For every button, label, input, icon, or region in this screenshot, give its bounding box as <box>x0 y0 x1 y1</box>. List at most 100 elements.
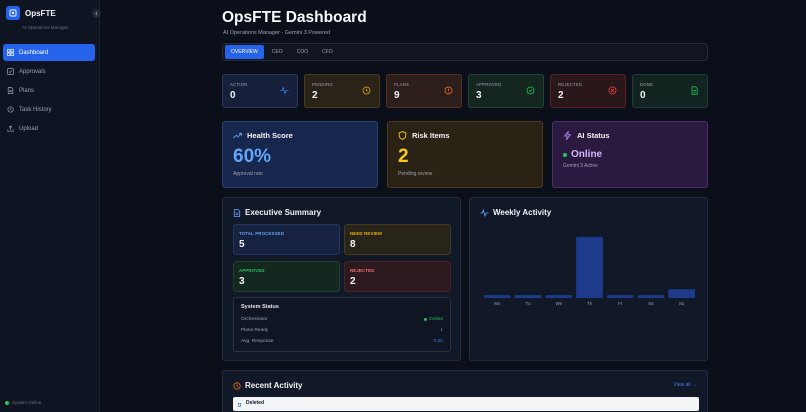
trash-icon <box>237 403 242 407</box>
health-score-caption: Approval rate <box>233 171 263 177</box>
alert-circle-icon <box>444 86 453 95</box>
sidebar-nav: Dashboard Approvals Plans Task History U… <box>3 44 95 139</box>
sidebar-item-task-history[interactable]: Task History <box>3 101 95 118</box>
stat-card-pending[interactable]: PENDING 2 <box>304 74 380 108</box>
status-dot <box>563 152 567 157</box>
health-score-title: Health Score <box>247 131 293 140</box>
stat-label: PLANS <box>394 82 410 87</box>
weekly-tick-label: Mo <box>494 301 501 306</box>
brand[interactable]: OpsFTE <box>6 6 56 20</box>
grid-icon <box>7 49 14 56</box>
ai-status-card: AI Status Online Gemini 3 Active <box>552 121 708 188</box>
row-label: Avg. Response <box>241 339 274 344</box>
sidebar-item-plans[interactable]: Plans <box>3 82 95 99</box>
recent-activity-title: Recent Activity <box>245 381 303 390</box>
row-value: Online <box>429 317 443 322</box>
status-dot <box>5 400 9 405</box>
tab-ceo[interactable]: CEO <box>271 49 283 55</box>
health-score-value: 60% <box>233 146 272 167</box>
stat-card-approved[interactable]: APPROVED 3 <box>468 74 544 108</box>
logo-icon <box>6 6 20 20</box>
weekly-tick-label: Fr <box>618 301 623 306</box>
row-label: Plans Ready <box>241 328 269 333</box>
stat-card-rejected[interactable]: REJECTED 2 <box>550 74 626 108</box>
chevron-left-icon <box>95 11 98 16</box>
app-name: OpsFTE <box>25 8 56 18</box>
collapse-sidebar-button[interactable] <box>92 9 101 18</box>
file-icon <box>691 86 698 95</box>
weekly-tick-label: Sa <box>648 301 654 306</box>
weekly-bar-fr <box>606 295 634 298</box>
upload-icon <box>7 125 14 132</box>
summary-card-approved: APPROVED 3 <box>233 261 340 292</box>
role-tabs: OVERVIEW CEO COO CFO <box>222 43 708 61</box>
ai-status-title: AI Status <box>577 131 610 140</box>
sidebar-item-label: Plans <box>19 87 35 94</box>
weekly-bar-su <box>668 289 695 298</box>
sidebar-item-label: Task History <box>19 106 52 113</box>
weekly-tick-label: Su <box>679 301 685 306</box>
tab-overview[interactable]: OVERVIEW <box>225 45 264 59</box>
history-icon <box>7 106 14 113</box>
executive-summary-title: Executive Summary <box>245 208 322 217</box>
system-status-row: Avg. Response 0.2h <box>241 336 443 347</box>
check-circle-icon <box>526 86 535 95</box>
sidebar-item-approvals[interactable]: Approvals <box>3 63 95 80</box>
summary-value: 3 <box>239 276 245 287</box>
stat-label: APPROVED <box>476 82 502 87</box>
stat-label: PENDING <box>312 82 333 87</box>
stat-value: 3 <box>476 90 482 101</box>
weekly-tick-label: Tu <box>526 301 532 306</box>
weekly-activity-chart: Mo Tu We Th Fr Sa Su <box>484 236 695 306</box>
stat-value: 2 <box>558 90 564 101</box>
risk-items-title: Risk Items <box>412 131 450 140</box>
stat-label: REJECTED <box>558 82 583 87</box>
page-subtitle: AI Operations Manager - Gemini 3 Powered <box>223 30 330 36</box>
weekly-bar-th <box>576 236 603 298</box>
health-score-card: Health Score 60% Approval rate <box>222 121 378 188</box>
row-label: Orchestrator <box>241 317 268 322</box>
stat-value: 2 <box>312 90 318 101</box>
weekly-bar-sa <box>637 295 665 298</box>
weekly-bar-tu <box>514 295 542 298</box>
stat-label: ACTION <box>230 82 248 87</box>
weekly-activity-title: Weekly Activity <box>493 208 552 217</box>
ai-status-value: Online <box>571 149 603 160</box>
tab-coo[interactable]: COO <box>296 49 309 55</box>
x-circle-icon <box>608 86 617 95</box>
stat-card-action[interactable]: ACTION 0 <box>222 74 298 108</box>
executive-summary-panel: Executive Summary TOTAL PROCESSED 5 NEED… <box>222 197 461 361</box>
risk-items-caption: Pending review <box>398 171 433 177</box>
weekly-bar-we <box>545 295 573 298</box>
view-all-link[interactable]: View all → <box>673 382 697 388</box>
summary-card-total-processed: TOTAL PROCESSED 5 <box>233 224 340 255</box>
trending-up-icon <box>233 132 242 139</box>
sidebar-item-upload[interactable]: Upload <box>3 120 95 137</box>
stat-card-done[interactable]: DONE 0 <box>632 74 708 108</box>
stat-card-plans[interactable]: PLANS 9 <box>386 74 462 108</box>
shield-icon <box>398 131 407 140</box>
check-square-icon <box>7 68 14 75</box>
stat-value: 9 <box>394 90 400 101</box>
stat-value: 0 <box>230 90 236 101</box>
status-dot <box>424 318 428 321</box>
sidebar-item-label: Dashboard <box>19 49 49 56</box>
sidebar-item-label: Approvals <box>19 68 46 75</box>
row-value: 1 <box>440 328 443 333</box>
tab-cfo[interactable]: CFO <box>322 49 333 55</box>
sidebar-item-dashboard[interactable]: Dashboard <box>3 44 95 61</box>
document-icon <box>7 87 14 94</box>
system-status-row: Plans Ready 1 <box>241 325 443 336</box>
system-status-row: Orchestrator Online <box>241 314 443 325</box>
summary-value: 2 <box>350 276 356 287</box>
system-status-box: System Status Orchestrator Online Plans … <box>233 297 451 352</box>
zap-icon <box>563 131 572 140</box>
clock-icon <box>362 86 371 95</box>
history-icon <box>233 381 241 390</box>
weekly-tick-label: We <box>555 301 562 306</box>
weekly-tick-label: Th <box>587 301 593 306</box>
app-subtitle: AI Operations Manager <box>22 25 69 30</box>
stat-value: 0 <box>640 90 646 101</box>
recent-activity-item[interactable]: Deleted <box>233 397 699 411</box>
activity-icon <box>480 208 489 217</box>
